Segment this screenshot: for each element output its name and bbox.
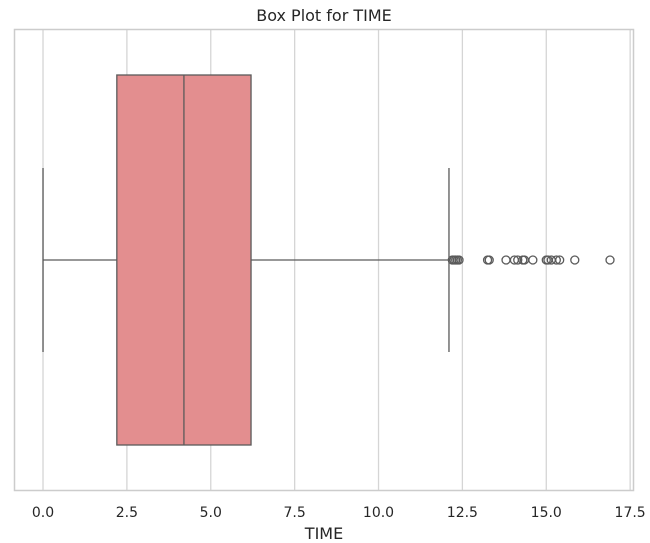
outlier-point	[513, 255, 523, 265]
x-tick-label: 10.0	[363, 505, 394, 521]
plot-frame	[13, 28, 635, 492]
x-tick-label: 5.0	[200, 505, 222, 521]
x-tick-labels: 0.0 2.5 5.0 7.5 10.0 12.5 15.0 17.5	[32, 505, 646, 521]
x-tick-label: 2.5	[116, 505, 138, 521]
x-tick-label: 7.5	[284, 505, 306, 521]
x-tick-label: 17.5	[615, 505, 646, 521]
outlier-point	[528, 255, 538, 265]
outlier-point	[570, 255, 580, 265]
chart-title: Box Plot for TIME	[256, 6, 392, 25]
x-tick-label: 0.0	[32, 505, 54, 521]
outlier-point	[484, 255, 494, 265]
x-tick-label: 12.5	[447, 505, 478, 521]
outlier-point	[454, 255, 464, 265]
x-tick-label: 15.0	[531, 505, 562, 521]
box-plot-series	[42, 74, 615, 446]
outlier-point	[551, 255, 561, 265]
x-axis-label: TIME	[304, 524, 343, 543]
outlier-point	[555, 255, 565, 265]
outlier-point	[605, 255, 615, 265]
